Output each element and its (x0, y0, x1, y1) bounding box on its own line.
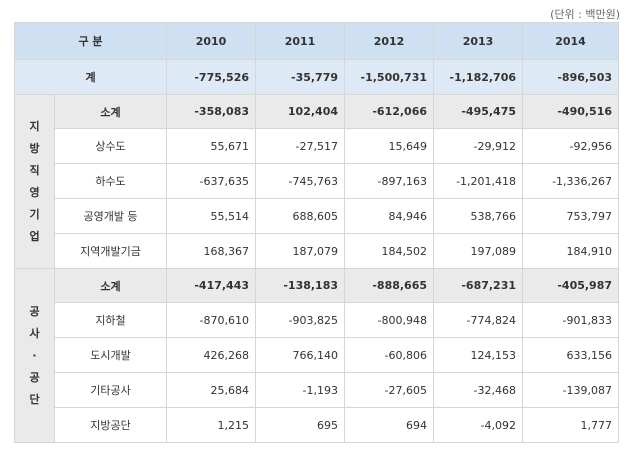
subtotal-cell: -490,516 (522, 94, 620, 129)
table-cell: 633,156 (522, 337, 620, 373)
table-cell: -1,201,418 (433, 163, 524, 199)
header-year: 2010 (166, 22, 257, 60)
table-row: 상수도 55,671 -27,517 15,649 -29,912 -92,95… (15, 128, 620, 164)
table-cell: 1,215 (166, 407, 257, 443)
total-cell: -1,500,731 (344, 59, 435, 95)
subtotal-cell: -612,066 (344, 94, 435, 129)
subtotal-cell: -358,083 (166, 94, 257, 129)
table-cell: -774,824 (433, 302, 524, 338)
header-year: 2014 (522, 22, 620, 60)
table-row: 지방공단 1,215 695 694 -4,092 1,777 (15, 407, 620, 443)
table-cell: -139,087 (522, 372, 620, 408)
table-row: 공영개발 등 55,514 688,605 84,946 538,766 753… (15, 198, 620, 234)
table-cell: -637,635 (166, 163, 257, 199)
total-row: 계 -775,526 -35,779 -1,500,731 -1,182,706… (13, 59, 620, 95)
table-cell: 688,605 (255, 198, 346, 234)
table-cell: -1,193 (255, 372, 346, 408)
table-cell: -60,806 (344, 337, 435, 373)
table-cell: 184,502 (344, 233, 435, 269)
group-label-text: 공사·공단 (29, 304, 40, 406)
row-label: 공영개발 등 (53, 198, 168, 234)
row-label: 상수도 (53, 128, 168, 164)
row-label: 지역개발기금 (53, 233, 168, 269)
table-cell: -745,763 (255, 163, 346, 199)
subtotal-cell: -888,665 (344, 268, 435, 303)
group-label-text: 지방직영기업 (29, 119, 40, 243)
table-cell: 84,946 (344, 198, 435, 234)
table-cell: 538,766 (433, 198, 524, 234)
table-cell: 168,367 (166, 233, 257, 269)
subtotal-cell: -138,183 (255, 268, 346, 303)
row-label: 기타공사 (53, 372, 168, 408)
table-cell: 426,268 (166, 337, 257, 373)
row-label: 지하철 (53, 302, 168, 338)
group-label-local-enterprises: 지방직영기업 (14, 94, 55, 269)
table-cell: 124,153 (433, 337, 524, 373)
table-cell: -92,956 (522, 128, 620, 164)
table-row: 지하철 -870,610 -903,825 -800,948 -774,824 … (15, 302, 620, 338)
table-row: 도시개발 426,268 766,140 -60,806 124,153 633… (15, 337, 620, 373)
subtotal-label: 소계 (53, 94, 168, 129)
subtotal-cell: 102,404 (255, 94, 346, 129)
table-cell: -27,517 (255, 128, 346, 164)
table-cell: 1,777 (522, 407, 620, 443)
subtotal-label: 소계 (53, 268, 168, 303)
table-row: 지역개발기금 168,367 187,079 184,502 197,089 1… (15, 233, 620, 269)
subtotal-row: 공사·공단 소계 -417,443 -138,183 -888,665 -687… (14, 268, 620, 443)
table-cell: -903,825 (255, 302, 346, 338)
subtotal-cell: -495,475 (433, 94, 524, 129)
table-cell: 694 (344, 407, 435, 443)
row-label: 지방공단 (53, 407, 168, 443)
total-cell: -35,779 (255, 59, 346, 95)
table-cell: 187,079 (255, 233, 346, 269)
table-cell: -897,163 (344, 163, 435, 199)
header-category: 구 분 (13, 22, 168, 60)
table-cell: -800,948 (344, 302, 435, 338)
table-cell: 753,797 (522, 198, 620, 234)
subtotal-cell: -417,443 (166, 268, 257, 303)
table-cell: -901,833 (522, 302, 620, 338)
table-row: 하수도 -637,635 -745,763 -897,163 -1,201,41… (15, 163, 620, 199)
unit-note: (단위 : 백만원) (550, 8, 620, 21)
row-label: 도시개발 (53, 337, 168, 373)
row-label: 하수도 (53, 163, 168, 199)
table-cell: -1,336,267 (522, 163, 620, 199)
header-year: 2013 (433, 22, 524, 60)
table-cell: 695 (255, 407, 346, 443)
subtotal-cell: -687,231 (433, 268, 524, 303)
group-label-public-corporations: 공사·공단 (14, 268, 55, 443)
table-cell: -27,605 (344, 372, 435, 408)
table-cell: 197,089 (433, 233, 524, 269)
total-cell: -896,503 (522, 59, 620, 95)
total-label: 계 (13, 59, 168, 95)
table-cell: -32,468 (433, 372, 524, 408)
table-cell: -870,610 (166, 302, 257, 338)
financial-table: 구 분 2010 2011 2012 2013 2014 계 -775,526 … (13, 22, 620, 443)
subtotal-row: 지방직영기업 소계 -358,083 102,404 -612,066 -495… (14, 94, 620, 269)
table-cell: -29,912 (433, 128, 524, 164)
table-row: 기타공사 25,684 -1,193 -27,605 -32,468 -139,… (15, 372, 620, 408)
total-cell: -775,526 (166, 59, 257, 95)
subtotal-cell: -405,987 (522, 268, 620, 303)
header-year: 2012 (344, 22, 435, 60)
table-cell: 766,140 (255, 337, 346, 373)
table-cell: 184,910 (522, 233, 620, 269)
table-cell: -4,092 (433, 407, 524, 443)
header-year: 2011 (255, 22, 346, 60)
table-cell: 25,684 (166, 372, 257, 408)
table-cell: 15,649 (344, 128, 435, 164)
header-row: 구 분 2010 2011 2012 2013 2014 (13, 22, 620, 60)
table-cell: 55,514 (166, 198, 257, 234)
table-cell: 55,671 (166, 128, 257, 164)
total-cell: -1,182,706 (433, 59, 524, 95)
